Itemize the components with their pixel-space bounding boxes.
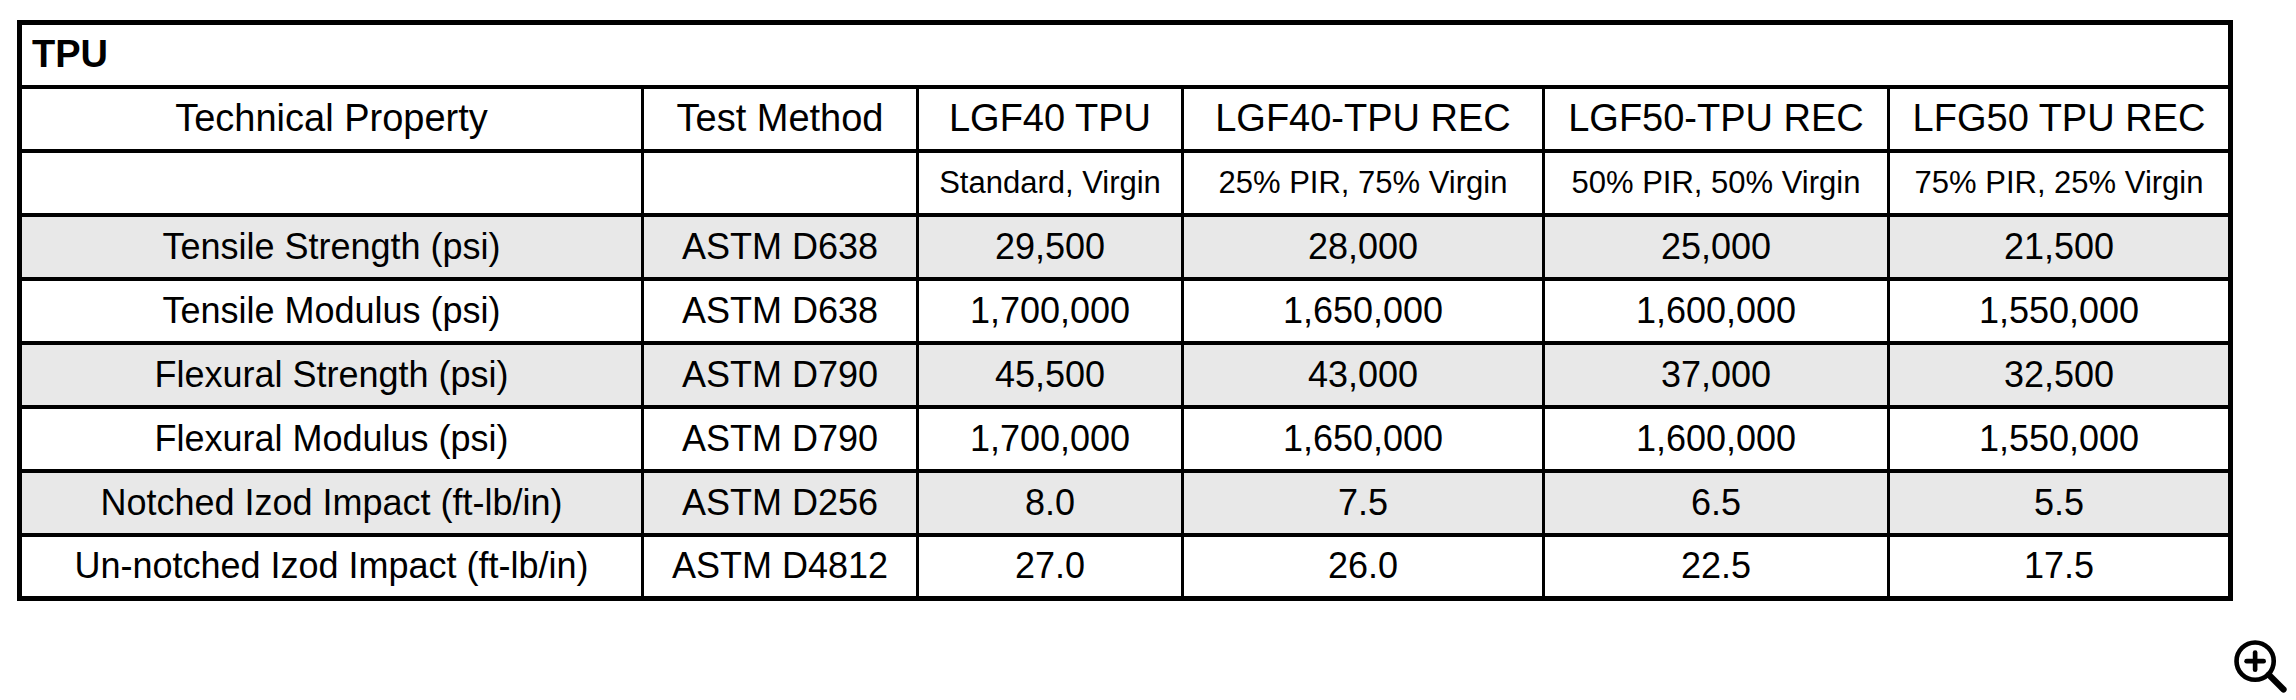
col-header-test-method: Test Method — [643, 87, 918, 151]
cell-value: 1,600,000 — [1544, 279, 1889, 343]
cell-test-method: ASTM D638 — [643, 215, 918, 279]
cell-value: 1,550,000 — [1889, 279, 2231, 343]
cell-value: 26.0 — [1183, 535, 1544, 599]
cell-test-method: ASTM D790 — [643, 343, 918, 407]
cell-value: 1,650,000 — [1183, 279, 1544, 343]
cell-value: 21,500 — [1889, 215, 2231, 279]
cell-value: 32,500 — [1889, 343, 2231, 407]
cell-test-method: ASTM D790 — [643, 407, 918, 471]
cell-value: 27.0 — [918, 535, 1183, 599]
table-header-row: Technical Property Test Method LGF40 TPU… — [20, 87, 2231, 151]
subheader-test-method — [643, 151, 918, 215]
col-header-lgf40-tpu: LGF40 TPU — [918, 87, 1183, 151]
col-header-lgf40-tpu-rec: LGF40-TPU REC — [1183, 87, 1544, 151]
cell-value: 17.5 — [1889, 535, 2231, 599]
subheader-technical-property — [20, 151, 643, 215]
cell-value: 6.5 — [1544, 471, 1889, 535]
cell-property: Flexural Modulus (psi) — [20, 407, 643, 471]
subheader-lgf50-tpu-rec: 50% PIR, 50% Virgin — [1544, 151, 1889, 215]
table-row-notched-izod-impact: Notched Izod Impact (ft-lb/in) ASTM D256… — [20, 471, 2231, 535]
cell-value: 28,000 — [1183, 215, 1544, 279]
cell-test-method: ASTM D4812 — [643, 535, 918, 599]
cell-test-method: ASTM D256 — [643, 471, 918, 535]
cell-value: 29,500 — [918, 215, 1183, 279]
cell-value: 25,000 — [1544, 215, 1889, 279]
cell-value: 7.5 — [1183, 471, 1544, 535]
tpu-properties-table: TPU Technical Property Test Method LGF40… — [17, 20, 2233, 601]
table-row-tensile-strength: Tensile Strength (psi) ASTM D638 29,500 … — [20, 215, 2231, 279]
cell-property: Flexural Strength (psi) — [20, 343, 643, 407]
col-header-lfg50-tpu-rec: LFG50 TPU REC — [1889, 87, 2231, 151]
table-row-flexural-strength: Flexural Strength (psi) ASTM D790 45,500… — [20, 343, 2231, 407]
cell-test-method: ASTM D638 — [643, 279, 918, 343]
zoom-in-icon[interactable] — [2228, 634, 2290, 696]
col-header-lgf50-tpu-rec: LGF50-TPU REC — [1544, 87, 1889, 151]
cell-value: 45,500 — [918, 343, 1183, 407]
cell-value: 8.0 — [918, 471, 1183, 535]
table-title-row: TPU — [20, 23, 2231, 87]
cell-value: 1,650,000 — [1183, 407, 1544, 471]
subheader-lgf40-tpu-rec: 25% PIR, 75% Virgin — [1183, 151, 1544, 215]
table-title: TPU — [20, 23, 2231, 87]
cell-value: 1,700,000 — [918, 279, 1183, 343]
subheader-lfg50-tpu-rec: 75% PIR, 25% Virgin — [1889, 151, 2231, 215]
cell-property: Notched Izod Impact (ft-lb/in) — [20, 471, 643, 535]
cell-value: 5.5 — [1889, 471, 2231, 535]
page: TPU Technical Property Test Method LGF40… — [0, 0, 2296, 700]
cell-value: 1,600,000 — [1544, 407, 1889, 471]
cell-property: Tensile Modulus (psi) — [20, 279, 643, 343]
cell-property: Un-notched Izod Impact (ft-lb/in) — [20, 535, 643, 599]
subheader-lgf40-tpu: Standard, Virgin — [918, 151, 1183, 215]
cell-value: 1,700,000 — [918, 407, 1183, 471]
table-row-tensile-modulus: Tensile Modulus (psi) ASTM D638 1,700,00… — [20, 279, 2231, 343]
cell-value: 43,000 — [1183, 343, 1544, 407]
table-row-flexural-modulus: Flexural Modulus (psi) ASTM D790 1,700,0… — [20, 407, 2231, 471]
cell-value: 1,550,000 — [1889, 407, 2231, 471]
cell-value: 37,000 — [1544, 343, 1889, 407]
cell-property: Tensile Strength (psi) — [20, 215, 643, 279]
table-subheader-row: Standard, Virgin 25% PIR, 75% Virgin 50%… — [20, 151, 2231, 215]
cell-value: 22.5 — [1544, 535, 1889, 599]
col-header-technical-property: Technical Property — [20, 87, 643, 151]
table-row-unnotched-izod-impact: Un-notched Izod Impact (ft-lb/in) ASTM D… — [20, 535, 2231, 599]
